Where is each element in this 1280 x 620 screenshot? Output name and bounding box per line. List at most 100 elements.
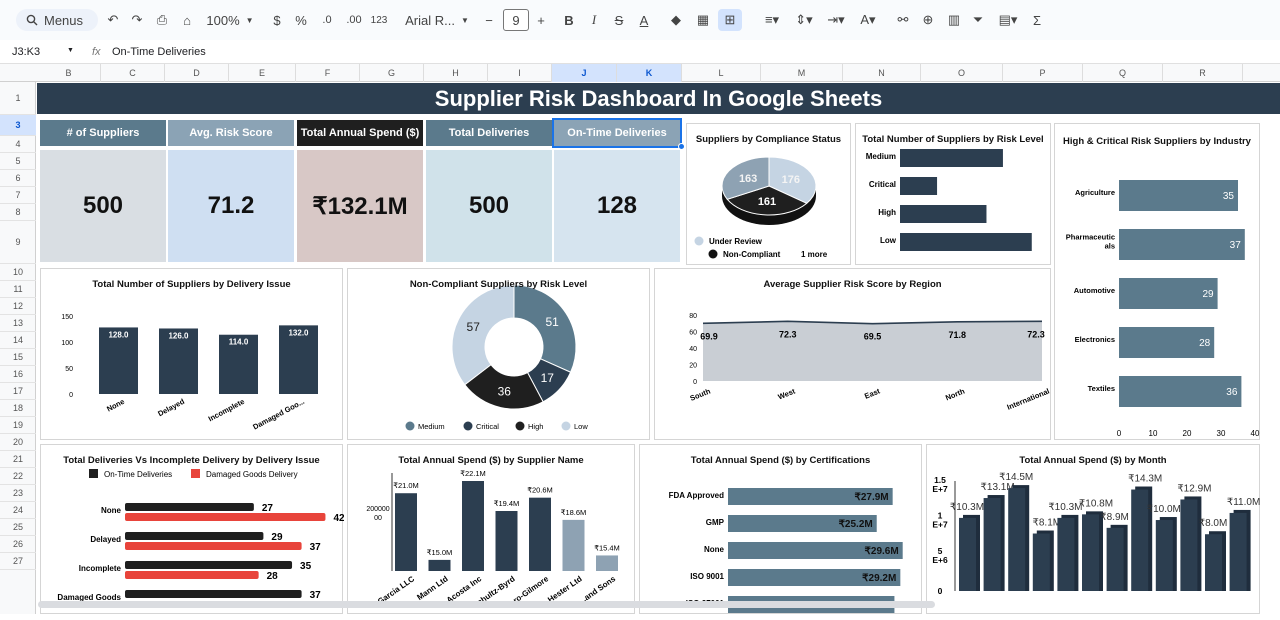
paint-format-icon[interactable]: ⌂ <box>183 12 191 28</box>
horizontal-scrollbar[interactable] <box>38 601 935 608</box>
row-header-26[interactable]: 26 <box>0 536 36 553</box>
row-header-23[interactable]: 23 <box>0 485 36 502</box>
row-header-17[interactable]: 17 <box>0 383 36 400</box>
row-header-21[interactable]: 21 <box>0 451 36 468</box>
font-size-input[interactable]: 9 <box>503 9 529 31</box>
column-header-l[interactable]: L <box>682 64 761 82</box>
decrease-decimal-button[interactable]: .0 <box>322 14 332 26</box>
row-header-18[interactable]: 18 <box>0 400 36 417</box>
column-header-m[interactable]: M <box>761 64 843 82</box>
bold-icon[interactable]: B <box>564 12 574 28</box>
column-header-n[interactable]: N <box>843 64 921 82</box>
chart-industry[interactable]: High & Critical Risk Suppliers by Indust… <box>1054 123 1260 440</box>
row-header-8[interactable]: 8 <box>0 204 36 221</box>
undo-icon[interactable]: ↶ <box>107 12 119 27</box>
column-header-f[interactable]: F <box>296 64 360 82</box>
row-header-20[interactable]: 20 <box>0 434 36 451</box>
column-header-c[interactable]: C <box>101 64 165 82</box>
chart-delivery-issue[interactable]: Total Number of Suppliers by Delivery Is… <box>40 268 343 440</box>
row-header-24[interactable]: 24 <box>0 502 36 519</box>
row-header-11[interactable]: 11 <box>0 281 36 298</box>
column-header-q[interactable]: Q <box>1083 64 1163 82</box>
name-box[interactable]: J3:K3 <box>12 46 41 58</box>
selection-handle[interactable] <box>678 143 685 150</box>
row-header-5[interactable]: 5 <box>0 153 36 170</box>
column-header-r[interactable]: R <box>1163 64 1243 82</box>
format-123-button[interactable]: 123 <box>370 14 388 26</box>
font-size-increase[interactable]: + <box>537 12 545 28</box>
chart-compliance[interactable]: Suppliers by Compliance Status 176 161 163… <box>686 123 851 265</box>
column-header-g[interactable]: G <box>360 64 424 82</box>
row-header-3[interactable]: 3 <box>0 115 36 136</box>
column-header-e[interactable]: E <box>229 64 296 82</box>
column-header-d[interactable]: D <box>165 64 229 82</box>
row-header-27[interactable]: 27 <box>0 553 36 570</box>
row-header-19[interactable]: 19 <box>0 417 36 434</box>
text-wrap-icon[interactable]: ⇥▾ <box>827 12 845 27</box>
bar <box>1082 514 1099 591</box>
font-size-decrease[interactable]: − <box>485 12 493 28</box>
text-rotation-icon[interactable]: A▾ <box>860 12 876 27</box>
chart-spend-cert[interactable]: Total Annual Spend ($) by Certifications… <box>639 444 922 614</box>
chart-deliveries-vs-incomplete[interactable]: Total Deliveries Vs Incomplete Delivery … <box>40 444 345 614</box>
column-header-o[interactable]: O <box>921 64 1003 82</box>
column-header-j[interactable]: J <box>552 64 617 82</box>
italic-icon[interactable]: I <box>591 12 597 27</box>
chart-region[interactable]: Average Supplier Risk Score by Region 80… <box>654 268 1051 440</box>
zoom-select[interactable]: 100% ▼ <box>202 9 258 31</box>
column-header-k[interactable]: K <box>617 64 682 82</box>
currency-button[interactable]: $ <box>273 12 281 28</box>
axis-tick-label: 0 <box>938 586 943 596</box>
bar-value-label: 28 <box>1199 338 1211 349</box>
bar <box>125 571 259 579</box>
row-header-10[interactable]: 10 <box>0 264 36 281</box>
row-header-13[interactable]: 13 <box>0 315 36 332</box>
increase-decimal-button[interactable]: .00 <box>346 14 362 26</box>
align-horizontal-icon[interactable]: ≡▾ <box>764 12 780 27</box>
formula-input[interactable]: On-Time Deliveries <box>112 46 206 58</box>
chart-noncompliant-risk[interactable]: Non-Compliant Suppliers by Risk Level 51… <box>347 268 650 440</box>
row-header-22[interactable]: 22 <box>0 468 36 485</box>
column-header-b[interactable]: B <box>37 64 101 82</box>
chart-title: Total Number of Suppliers by Risk Level <box>862 134 1044 145</box>
row-header-4[interactable]: 4 <box>0 136 36 153</box>
chart-risk-level[interactable]: Total Number of Suppliers by Risk Level … <box>855 123 1051 265</box>
fill-color-icon[interactable]: ◆ <box>671 12 681 27</box>
row-header-14[interactable]: 14 <box>0 332 36 349</box>
row-header-16[interactable]: 16 <box>0 366 36 383</box>
row-header-15[interactable]: 15 <box>0 349 36 366</box>
row-header-12[interactable]: 12 <box>0 298 36 315</box>
menus-search[interactable]: Menus <box>16 9 98 31</box>
column-header-p[interactable]: P <box>1003 64 1083 82</box>
redo-icon[interactable]: ↷ <box>131 12 143 27</box>
row-header-6[interactable]: 6 <box>0 170 36 187</box>
toolbar: Menus ↶ ↷ ⎙ ⌂ 100% ▼ $ % .0 .00 123 Arial… <box>0 0 1280 40</box>
strikethrough-icon[interactable]: S <box>614 12 624 28</box>
functions-icon[interactable]: Σ <box>1032 12 1042 28</box>
column-header-i[interactable]: I <box>488 64 552 82</box>
filter-icon[interactable]: ⏷ <box>972 12 984 27</box>
merge-cells-icon[interactable]: ⊞ <box>718 9 742 31</box>
print-icon[interactable]: ⎙ <box>156 12 168 27</box>
legend-swatch <box>89 469 98 478</box>
filter-views-icon[interactable]: ▤▾ <box>998 12 1018 27</box>
axis-category-label: North <box>944 386 966 402</box>
align-vertical-icon[interactable]: ⇕▾ <box>795 12 813 27</box>
sheet-grid[interactable]: Supplier Risk Dashboard In Google Sheets… <box>37 83 1280 614</box>
bar-value-label: ₹10.8M <box>1079 498 1113 509</box>
link-icon[interactable]: ⚯ <box>897 12 909 27</box>
row-header-1[interactable]: 1 <box>0 82 36 115</box>
chart-spend-supplier[interactable]: Total Annual Spend ($) by Supplier Name … <box>347 444 635 614</box>
row-header-9[interactable]: 9 <box>0 221 36 264</box>
percent-button[interactable]: % <box>295 12 307 28</box>
text-color-icon[interactable]: A <box>639 12 649 28</box>
chart-spend-month[interactable]: Total Annual Spend ($) by Month 1.5 E+7 1 E… <box>926 444 1260 614</box>
font-select[interactable]: Arial R... ▼ <box>404 9 470 31</box>
bar-category-label: FDA Approved <box>669 491 725 500</box>
column-header-h[interactable]: H <box>424 64 488 82</box>
row-header-7[interactable]: 7 <box>0 187 36 204</box>
chart-icon[interactable]: ▥ <box>947 12 961 27</box>
row-header-25[interactable]: 25 <box>0 519 36 536</box>
borders-icon[interactable]: ▦ <box>696 12 710 27</box>
comment-icon[interactable]: ⊕ <box>922 12 934 27</box>
